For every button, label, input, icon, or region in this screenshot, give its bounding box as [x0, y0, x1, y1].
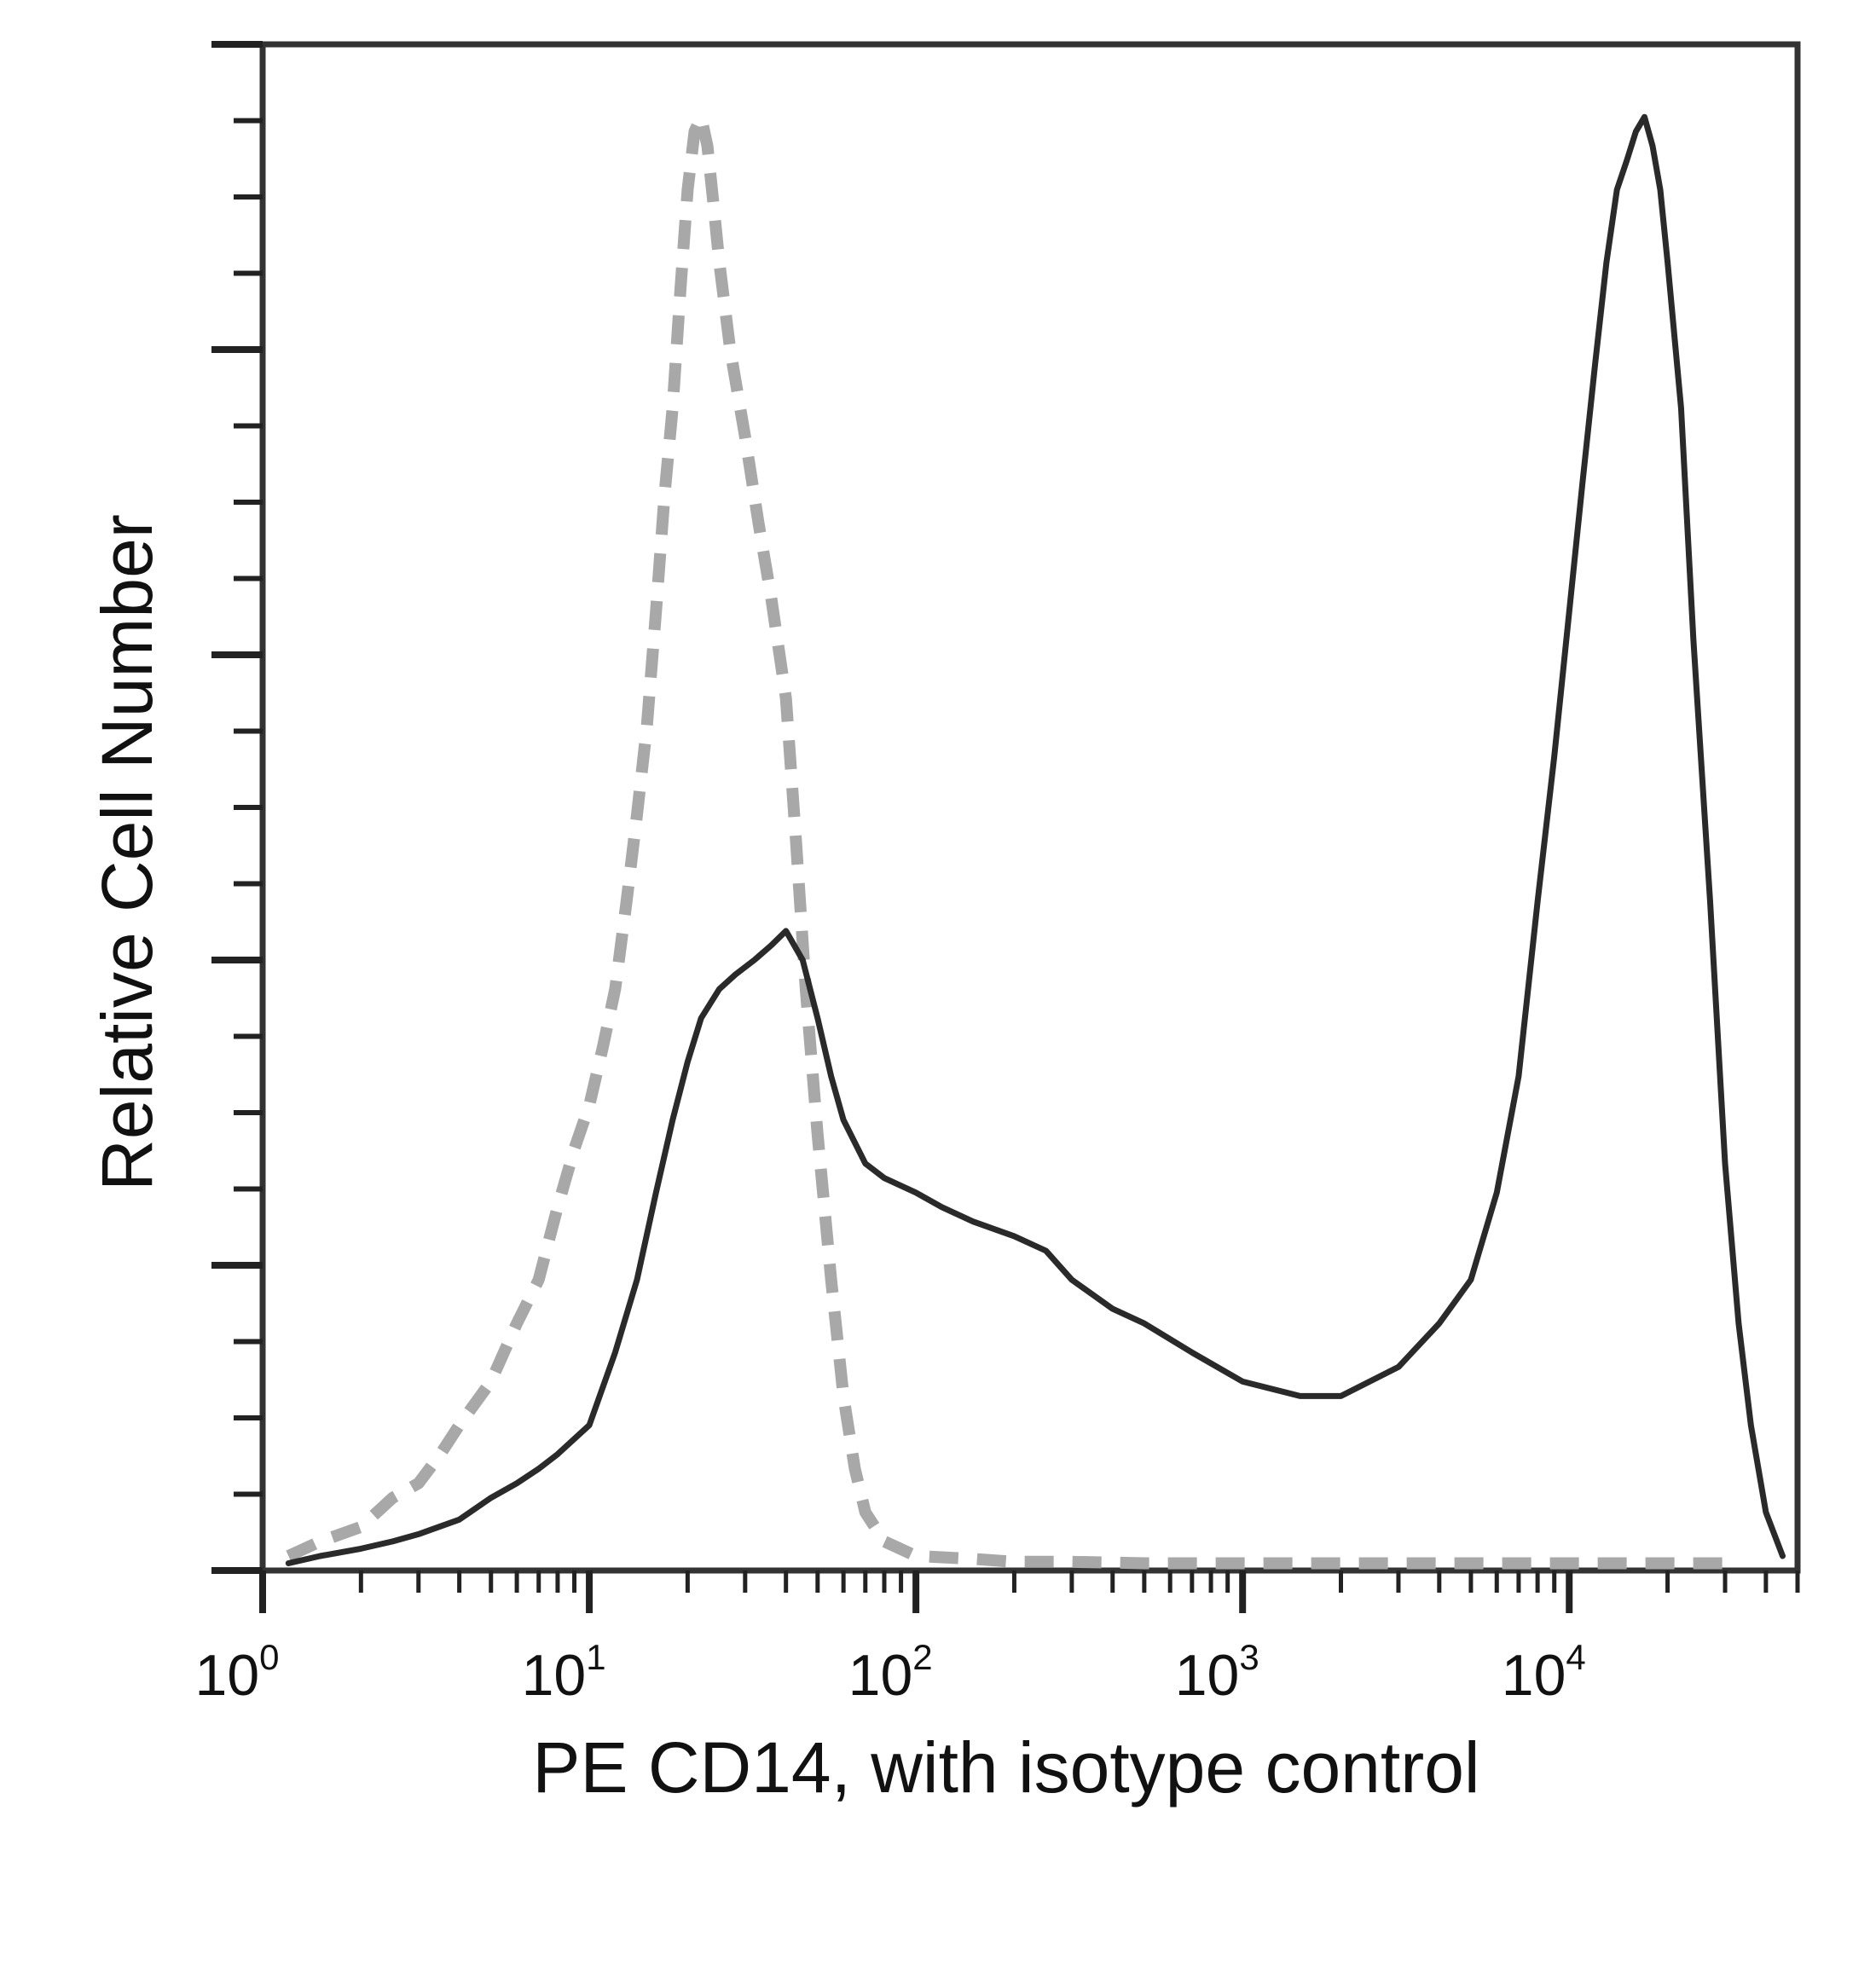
x-tick-base: 10 — [1502, 1643, 1566, 1708]
x-tick-exponent: 3 — [1239, 1637, 1259, 1677]
x-tick-exponent: 2 — [912, 1637, 932, 1677]
x-tick-base: 10 — [522, 1643, 587, 1708]
plot-frame — [259, 41, 1801, 1574]
y-axis-title-group: Relative Cell Number — [87, 514, 167, 1191]
x-tick-label: 101 — [522, 1637, 606, 1708]
x-axis-title: PE CD14, with isotype control — [532, 1727, 1479, 1808]
x-tick-label: 103 — [1175, 1637, 1259, 1708]
x-tick-label: 100 — [195, 1637, 280, 1708]
x-tick-label: 102 — [848, 1637, 933, 1708]
x-tick-base: 10 — [848, 1643, 913, 1708]
x-tick-exponent: 1 — [586, 1637, 605, 1677]
x-tick-exponent: 4 — [1566, 1637, 1585, 1677]
plot-area: 100 101 102 103 104 — [195, 41, 1801, 1708]
pe-cd14-line — [285, 113, 1786, 1566]
x-tick-base: 10 — [195, 1643, 260, 1708]
isotype-control-line — [286, 111, 1725, 1570]
x-axis-title-group: PE CD14, with isotype control — [532, 1727, 1479, 1808]
y-axis-title: Relative Cell Number — [87, 514, 167, 1191]
x-tick-label: 104 — [1502, 1637, 1586, 1708]
x-tick-base: 10 — [1175, 1643, 1240, 1708]
x-tick-exponent: 0 — [259, 1637, 279, 1677]
